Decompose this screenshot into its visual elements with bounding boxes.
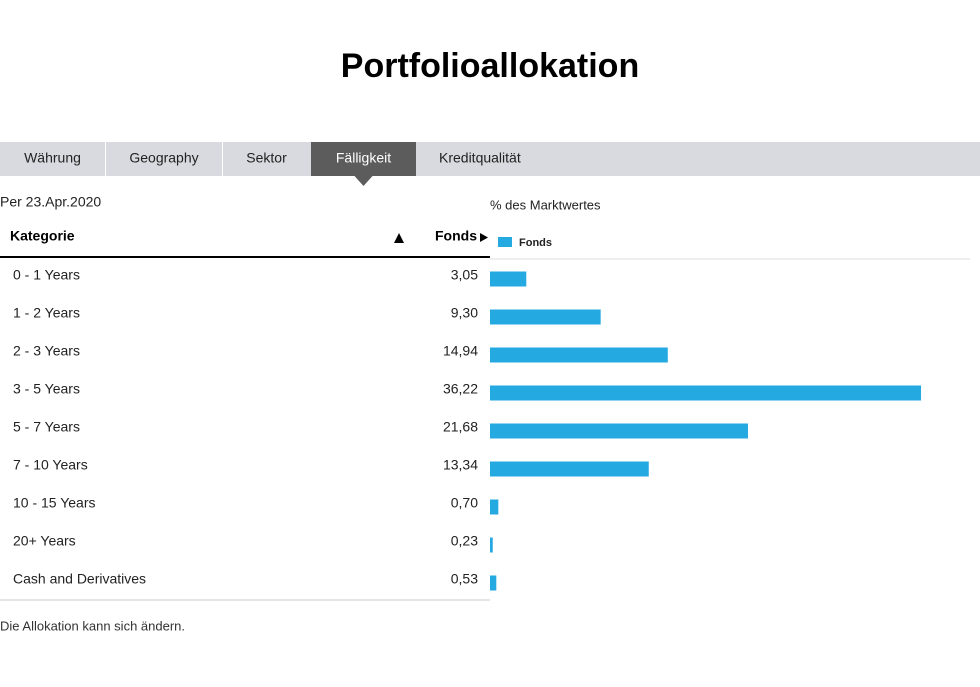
footnote: Die Allokation kann sich ändern. <box>0 618 185 633</box>
bar <box>490 461 649 477</box>
bar <box>490 385 922 401</box>
as-of-date: Per 23.Apr.2020 <box>0 194 101 210</box>
tab[interactable]: Geography <box>129 150 198 166</box>
row-value: 21,68 <box>443 419 478 435</box>
legend-swatch <box>498 237 512 247</box>
tab-active <box>311 142 416 176</box>
row-label: 3 - 5 Years <box>13 381 80 397</box>
column-header[interactable]: Fonds <box>435 228 477 244</box>
row-label: 10 - 15 Years <box>13 495 96 511</box>
row-label: 1 - 2 Years <box>13 305 80 321</box>
bar <box>490 309 601 325</box>
row-label: 5 - 7 Years <box>13 419 80 435</box>
sort-icon[interactable] <box>480 233 488 242</box>
column-header[interactable]: Kategorie <box>10 228 75 244</box>
row-value: 13,34 <box>443 457 478 473</box>
tab[interactable]: Kreditqualität <box>439 150 521 166</box>
bar <box>490 271 527 287</box>
tab[interactable]: Währung <box>24 150 81 166</box>
row-label: 20+ Years <box>13 533 76 549</box>
row-label: 7 - 10 Years <box>13 457 88 473</box>
tab-pointer <box>354 176 373 186</box>
row-label: 0 - 1 Years <box>13 267 80 283</box>
sort-icon[interactable] <box>394 233 404 243</box>
row-value: 0,70 <box>451 495 478 511</box>
chart-title: % des Marktwertes <box>490 197 601 212</box>
bar <box>490 499 499 515</box>
row-value: 0,53 <box>451 571 478 587</box>
page-title: Portfolioallokation <box>341 47 639 85</box>
row-value: 14,94 <box>443 343 478 359</box>
bar <box>490 537 493 553</box>
row-label: Cash and Derivatives <box>13 571 146 587</box>
bar <box>490 575 497 591</box>
bar <box>490 347 668 363</box>
row-value: 36,22 <box>443 381 478 397</box>
row-value: 3,05 <box>451 267 478 283</box>
tab-bar <box>0 142 980 176</box>
row-value: 0,23 <box>451 533 478 549</box>
row-value: 9,30 <box>451 305 478 321</box>
legend-label: Fonds <box>519 237 552 249</box>
tab[interactable]: Sektor <box>246 150 287 166</box>
bar <box>490 423 748 439</box>
tab[interactable]: Fälligkeit <box>336 150 391 166</box>
row-label: 2 - 3 Years <box>13 343 80 359</box>
